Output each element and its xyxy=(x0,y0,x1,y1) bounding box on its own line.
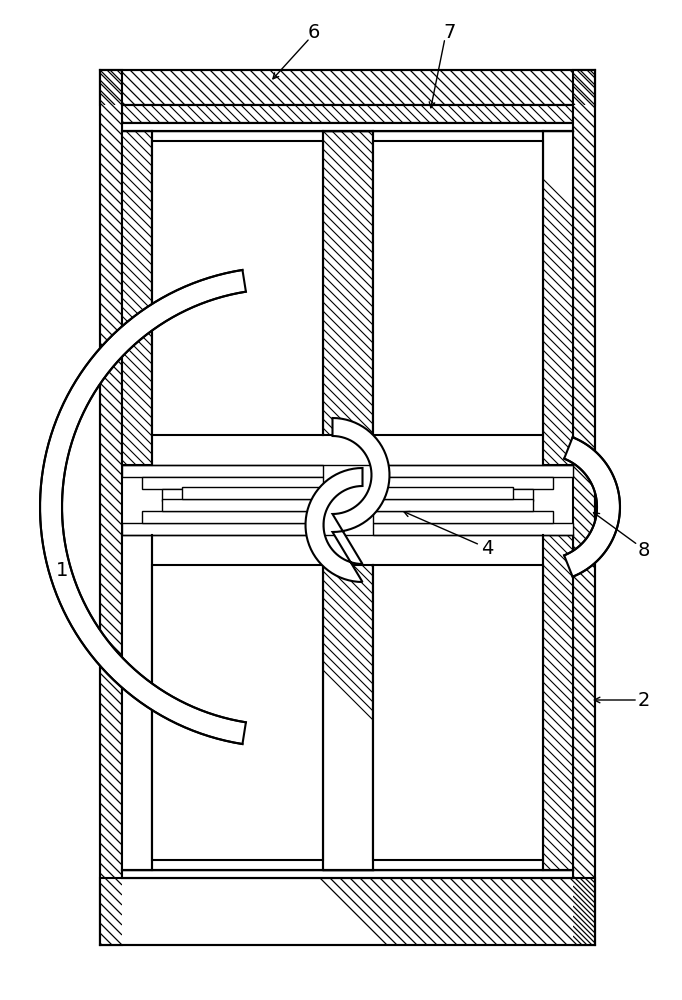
Bar xyxy=(372,523,573,535)
Bar xyxy=(372,501,513,513)
Polygon shape xyxy=(100,70,122,945)
Polygon shape xyxy=(40,270,246,744)
Text: 4: 4 xyxy=(481,538,493,558)
Bar xyxy=(162,489,323,501)
Polygon shape xyxy=(573,70,595,945)
Text: 7: 7 xyxy=(444,22,456,41)
Bar xyxy=(122,523,323,535)
Polygon shape xyxy=(543,131,573,465)
Bar xyxy=(152,565,323,860)
Bar xyxy=(372,489,533,501)
Bar xyxy=(122,870,573,878)
Text: 2: 2 xyxy=(638,690,650,710)
Bar xyxy=(372,565,543,860)
Polygon shape xyxy=(122,131,152,465)
Bar xyxy=(122,465,323,477)
Bar xyxy=(372,465,573,477)
Polygon shape xyxy=(323,131,372,435)
Polygon shape xyxy=(323,565,372,870)
Polygon shape xyxy=(122,535,152,870)
Bar xyxy=(372,487,513,499)
Polygon shape xyxy=(306,418,389,582)
Polygon shape xyxy=(543,535,573,870)
Bar xyxy=(182,501,323,513)
Polygon shape xyxy=(100,70,595,105)
Bar xyxy=(372,477,553,489)
Bar xyxy=(182,487,323,499)
Bar xyxy=(142,511,323,523)
Bar xyxy=(372,499,533,511)
Text: 8: 8 xyxy=(638,540,650,560)
Bar xyxy=(372,511,553,523)
Text: 6: 6 xyxy=(308,22,320,41)
Polygon shape xyxy=(100,878,595,945)
Polygon shape xyxy=(122,105,573,123)
Bar xyxy=(152,141,323,435)
Bar xyxy=(162,499,323,511)
Bar xyxy=(142,477,323,489)
Bar xyxy=(122,123,573,131)
Bar xyxy=(372,141,543,435)
Text: 1: 1 xyxy=(56,560,68,580)
Polygon shape xyxy=(564,437,620,577)
